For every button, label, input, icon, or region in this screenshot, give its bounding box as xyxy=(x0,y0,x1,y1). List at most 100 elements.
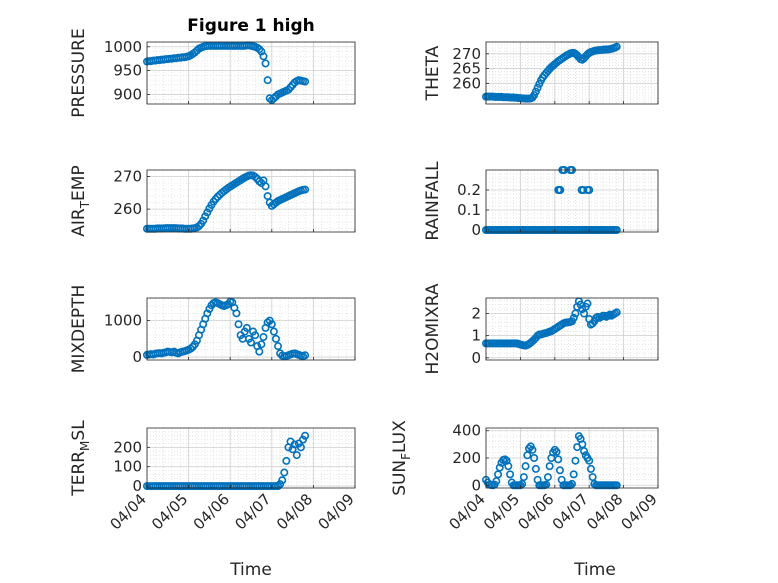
y-tick-label: 0.1 xyxy=(457,201,481,219)
data-point xyxy=(251,331,260,340)
data-point xyxy=(504,462,513,471)
data-point xyxy=(585,186,594,195)
data-point xyxy=(569,470,578,479)
x-tick-label: 04/06 xyxy=(514,490,557,533)
y-tick-label: 200 xyxy=(452,449,481,467)
y-tick-label: 1000 xyxy=(104,38,142,56)
data-point xyxy=(519,473,528,482)
y-tick-label: 2 xyxy=(471,305,481,323)
plot-area xyxy=(486,298,658,360)
data-point xyxy=(578,440,587,449)
data-point xyxy=(301,431,310,440)
x-tick-label: 04/06 xyxy=(190,490,233,533)
y-tick-label: 270 xyxy=(113,168,142,186)
data-point xyxy=(282,456,291,465)
figure-title: Figure 1 high xyxy=(187,16,315,36)
y-tick-label: 0 xyxy=(471,349,481,367)
data-point xyxy=(494,470,503,479)
data-point xyxy=(518,479,527,488)
data-point xyxy=(234,320,243,329)
plot-area xyxy=(147,170,355,232)
x-tick-label: 04/05 xyxy=(148,490,191,533)
y-axis-label: AIRTEMP xyxy=(69,165,92,236)
data-point xyxy=(301,77,310,86)
data-point xyxy=(257,340,266,349)
data-point xyxy=(612,481,621,490)
data-point xyxy=(232,309,241,318)
y-axis-label: MIXDEPTH xyxy=(69,285,89,374)
data-point xyxy=(612,42,621,51)
data-point xyxy=(213,192,222,201)
data-point xyxy=(550,445,559,454)
data-point xyxy=(567,479,576,488)
data-point xyxy=(276,480,285,489)
data-point xyxy=(269,327,278,336)
axes-box xyxy=(485,169,659,233)
axes-box xyxy=(146,297,356,361)
y-tick-label: 400 xyxy=(452,422,481,440)
data-point xyxy=(298,435,307,444)
y-tick-label: 260 xyxy=(113,200,142,218)
data-point xyxy=(280,468,289,477)
x-tick-label: 04/07 xyxy=(549,490,592,533)
x-axis-label-right: Time xyxy=(573,560,616,580)
data-point xyxy=(495,463,504,472)
x-tick-label: 04/04 xyxy=(446,490,489,533)
y-tick-label: 0 xyxy=(132,477,142,495)
data-point xyxy=(292,451,301,460)
data-point xyxy=(543,473,552,482)
data-point xyxy=(545,462,554,471)
y-tick-label: 260 xyxy=(452,74,481,92)
data-point xyxy=(203,208,212,217)
y-tick-label: 265 xyxy=(452,60,481,78)
data-point xyxy=(259,333,268,342)
x-tick-label: 04/09 xyxy=(618,490,661,533)
plot-area xyxy=(486,170,658,232)
subplot-pressure: 900 950 1000 PRESSURE xyxy=(69,28,356,118)
data-point xyxy=(274,482,283,491)
x-tick-label: 04/08 xyxy=(273,490,316,533)
data-point xyxy=(255,347,264,356)
subplot-air-temp: 260 270 AIRTEMP xyxy=(69,165,356,237)
data-point xyxy=(261,182,270,191)
data-point xyxy=(296,443,305,452)
data-point xyxy=(523,451,532,460)
y-tick-label: 1 xyxy=(471,327,481,345)
data-point xyxy=(554,455,563,464)
subplot-h2omixra: 0 1 2 H2OMIXRA xyxy=(423,283,659,375)
data-point xyxy=(271,334,280,343)
data-point xyxy=(569,313,578,322)
data-point xyxy=(301,185,310,194)
data-point xyxy=(552,447,561,456)
data-point xyxy=(263,76,272,85)
y-axis-label: H2OMIXRA xyxy=(423,283,443,374)
data-point xyxy=(531,464,540,473)
subplot-mixdepth: 0 1000 MIXDEPTH xyxy=(69,285,356,374)
subplot-rainfall: 0 0.1 0.2 RAINFALL xyxy=(423,161,659,241)
y-tick-label: 900 xyxy=(113,85,142,103)
data-point xyxy=(506,470,515,479)
y-axis-label: SUNFLUX xyxy=(390,420,413,496)
data-point xyxy=(530,453,539,462)
y-axis-label: PRESSURE xyxy=(69,28,89,117)
y-tick-label: 950 xyxy=(113,62,142,80)
y-tick-label: 0.2 xyxy=(457,181,481,199)
data-point xyxy=(259,52,268,61)
axes-box xyxy=(146,169,356,233)
data-point xyxy=(516,481,525,490)
x-tick-label: 04/05 xyxy=(480,490,523,533)
data-point xyxy=(556,186,565,195)
axes-box xyxy=(485,297,659,361)
y-tick-label: 1000 xyxy=(104,312,142,330)
data-point xyxy=(521,462,530,471)
axes-box xyxy=(146,41,356,105)
data-point xyxy=(583,299,592,308)
data-point xyxy=(242,323,251,332)
data-point xyxy=(278,476,287,485)
data-point xyxy=(203,309,212,318)
data-point xyxy=(586,464,595,473)
data-point xyxy=(274,342,283,351)
data-point xyxy=(251,172,260,181)
